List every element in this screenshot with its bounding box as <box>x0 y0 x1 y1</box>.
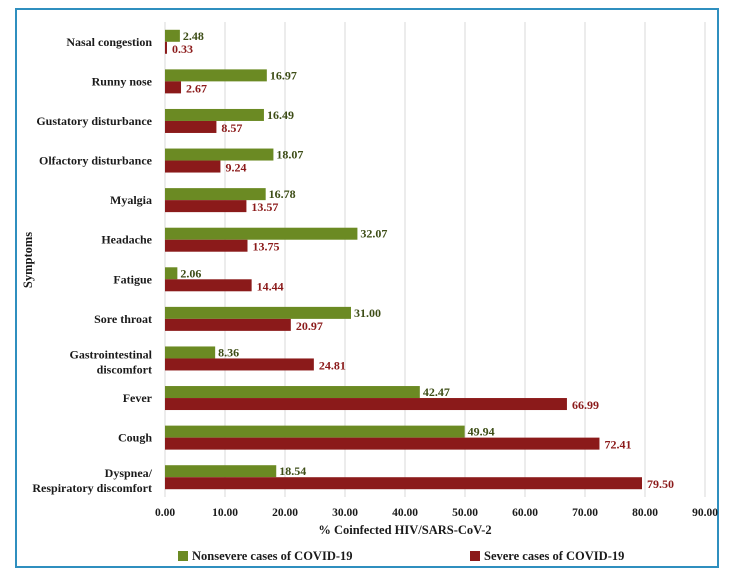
bar-nonsevere <box>165 425 465 438</box>
data-label-nonsevere: 49.94 <box>468 425 495 439</box>
category-labels: Nasal congestion Runny nose Gustatory dist… <box>32 35 152 495</box>
x-tick-label: 0.00 <box>155 507 175 519</box>
data-label-severe: 0.33 <box>172 42 193 56</box>
data-label-nonsevere: 2.48 <box>183 29 204 43</box>
data-label-severe: 20.97 <box>296 319 323 333</box>
data-label-severe: 14.44 <box>257 279 284 293</box>
bar-nonsevere <box>165 267 178 280</box>
category-label: Fatigue <box>113 272 152 286</box>
data-labels: 2.480.33 16.97 2.67 16.49 8.57 18.07 9.24 16.78… <box>172 29 674 491</box>
x-axis-title: % Coinfected HIV/SARS-CoV-2 <box>318 523 491 537</box>
chart-frame <box>15 8 719 568</box>
category-label: Sore throat <box>94 312 152 326</box>
x-tick-label: 10.00 <box>212 507 238 519</box>
data-label-nonsevere: 8.36 <box>218 345 239 359</box>
x-tick-label: 70.00 <box>572 507 598 519</box>
bar-severe <box>165 239 248 252</box>
data-label-severe: 9.24 <box>225 161 246 175</box>
bar-nonsevere <box>165 227 358 240</box>
category-label: Headache <box>101 233 152 247</box>
category-label: Olfactory disturbance <box>39 154 153 168</box>
bars <box>165 29 642 490</box>
legend: Nonsevere cases of COVID-19 Severe cases… <box>178 549 624 563</box>
legend-swatch-severe <box>470 551 480 561</box>
data-label-severe: 2.67 <box>186 81 207 95</box>
category-label: Runny nose <box>92 74 153 88</box>
data-label-nonsevere: 31.00 <box>354 306 381 320</box>
category-label: Nasal congestion <box>66 35 152 49</box>
category-label: Fever <box>123 391 153 405</box>
bar-severe <box>165 81 182 94</box>
bar-nonsevere <box>165 148 274 161</box>
bar-nonsevere <box>165 69 267 82</box>
legend-label-severe: Severe cases of COVID-19 <box>484 549 624 563</box>
gridlines <box>164 22 706 497</box>
data-label-severe: 13.57 <box>251 200 278 214</box>
bar-nonsevere <box>165 465 277 478</box>
legend-swatch-nonsevere <box>178 551 188 561</box>
x-tick-label: 40.00 <box>392 507 418 519</box>
x-tick-label: 20.00 <box>272 507 298 519</box>
data-label-severe: 13.75 <box>253 240 280 254</box>
data-label-severe: 66.99 <box>572 398 599 412</box>
data-label-nonsevere: 18.07 <box>276 148 303 162</box>
bar-severe <box>165 477 642 490</box>
bar-nonsevere <box>165 346 216 359</box>
data-label-severe: 8.57 <box>221 121 242 135</box>
category-label: Cough <box>118 431 152 445</box>
category-label: Gastrointestinal discomfort <box>70 347 153 376</box>
data-label-nonsevere: 16.97 <box>270 68 297 82</box>
bar-severe <box>165 437 600 450</box>
x-tick-label: 60.00 <box>512 507 538 519</box>
y-axis-title: Symptoms <box>21 232 35 288</box>
bar-severe <box>165 358 314 371</box>
data-label-nonsevere: 32.07 <box>360 227 387 241</box>
data-label-nonsevere: 42.47 <box>423 385 450 399</box>
x-tick-label: 90.00 <box>692 507 718 519</box>
category-label: Dyspnea/Respiratory discomfort <box>32 466 152 495</box>
data-label-nonsevere: 16.49 <box>267 108 294 122</box>
data-label-severe: 72.41 <box>604 438 631 452</box>
category-label: Myalgia <box>110 193 152 207</box>
bar-severe <box>165 279 252 292</box>
bar-nonsevere <box>165 108 264 121</box>
legend-label-nonsevere: Nonsevere cases of COVID-19 <box>192 549 353 563</box>
data-label-severe: 24.81 <box>319 358 346 372</box>
data-label-nonsevere: 2.06 <box>180 266 201 280</box>
data-label-severe: 79.50 <box>647 477 674 491</box>
x-tick-label: 30.00 <box>332 507 358 519</box>
bar-nonsevere <box>165 188 266 201</box>
bar-severe <box>165 120 217 133</box>
data-label-nonsevere: 16.78 <box>269 187 296 201</box>
data-label-nonsevere: 18.54 <box>279 464 306 478</box>
bar-severe <box>165 41 167 54</box>
bar-nonsevere <box>165 306 351 319</box>
bar-severe <box>165 200 247 213</box>
bar-severe <box>165 160 221 173</box>
category-label: Gustatory disturbance <box>36 114 152 128</box>
bar-severe <box>165 398 567 411</box>
x-tick-label: 80.00 <box>632 507 658 519</box>
x-tick-labels: 0.00 10.00 20.00 30.00 40.00 50.00 60.00 70.00 8… <box>155 507 718 519</box>
x-tick-label: 50.00 <box>452 507 478 519</box>
bar-severe <box>165 318 291 331</box>
bar-nonsevere <box>165 29 180 42</box>
bar-nonsevere <box>165 386 420 399</box>
